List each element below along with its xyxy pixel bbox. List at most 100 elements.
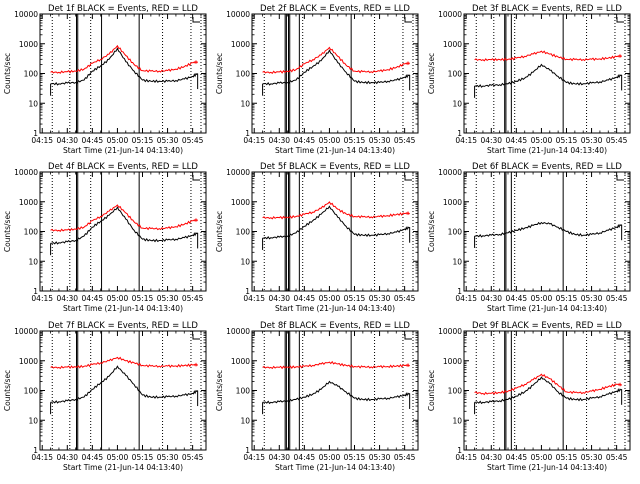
plot-panel-3: Det 3f BLACK = Events, RED = LLD 1 10 100 10… <box>427 4 631 155</box>
y-axis-label: Counts/sec <box>215 211 224 252</box>
y-axis-label: Counts/sec <box>3 370 12 411</box>
x-tick-label: 05:15 <box>344 453 366 462</box>
events-series-line <box>262 205 410 240</box>
x-tick-label: 05:15 <box>556 294 578 303</box>
y-tick-label: 10 <box>28 416 38 425</box>
y-tick-label: 1000 <box>19 40 38 49</box>
y-axis-label: Counts/sec <box>3 53 12 94</box>
x-tick-label: 05:30 <box>581 453 603 462</box>
x-axis-label: Start Time (21-Jun-14 04:13:40) <box>63 146 183 155</box>
x-tick-label: 04:45 <box>82 136 104 145</box>
x-tick-label: 05:30 <box>157 453 179 462</box>
x-tick-label: 05:00 <box>319 453 341 462</box>
x-tick-label: 05:00 <box>107 294 129 303</box>
x-tick-label: 04:45 <box>294 136 316 145</box>
y-tick-label: 10000 <box>14 10 38 19</box>
x-tick-label: 05:30 <box>157 294 179 303</box>
events-series-line <box>474 63 622 88</box>
lld-series-line <box>474 373 623 396</box>
legend-corner-mark <box>616 175 624 181</box>
x-tick-label: 04:45 <box>294 453 316 462</box>
legend-corner-mark <box>192 334 200 340</box>
x-tick-label: 04:30 <box>56 136 78 145</box>
x-tick-label: 04:30 <box>480 136 502 145</box>
x-tick-label: 04:15 <box>455 136 477 145</box>
y-tick-label: 10 <box>240 416 250 425</box>
y-tick-label: 10000 <box>14 168 38 177</box>
plot-frame <box>251 13 419 134</box>
x-tick-label: 04:30 <box>480 453 502 462</box>
y-tick-label: 10000 <box>14 327 38 336</box>
x-tick-label: 05:00 <box>531 294 553 303</box>
y-tick-label: 10 <box>452 416 462 425</box>
y-tick-label: 1000 <box>19 198 38 207</box>
y-tick-label: 10 <box>28 99 38 108</box>
x-tick-label: 04:45 <box>506 453 528 462</box>
x-tick-label: 05:30 <box>157 136 179 145</box>
plot-panel-8: Det 8f BLACK = Events, RED = LLD 1 10 100 10… <box>215 321 419 472</box>
y-axis-label: Counts/sec <box>427 53 436 94</box>
x-tick-label: 05:15 <box>344 136 366 145</box>
y-tick-label: 100 <box>448 70 463 79</box>
plot-panel-7: Det 7f BLACK = Events, RED = LLD 1 10 100 10… <box>3 321 207 472</box>
x-tick-label: 05:30 <box>369 136 391 145</box>
y-tick-label: 100 <box>24 70 39 79</box>
x-tick-label: 05:45 <box>182 294 204 303</box>
x-tick-label: 04:45 <box>294 294 316 303</box>
y-tick-label: 10000 <box>438 327 462 336</box>
x-tick-label: 04:15 <box>31 294 53 303</box>
plot-panel-4: Det 4f BLACK = Events, RED = LLD 1 10 100 10… <box>3 162 207 313</box>
x-tick-label: 04:30 <box>268 453 290 462</box>
y-axis-label: Counts/sec <box>3 211 12 252</box>
x-tick-label: 05:15 <box>556 136 578 145</box>
lld-series-line <box>262 201 411 220</box>
x-tick-label: 05:00 <box>319 136 341 145</box>
y-tick-label: 10 <box>28 257 38 266</box>
y-tick-label: 100 <box>236 387 251 396</box>
x-tick-label: 04:45 <box>82 294 104 303</box>
y-tick-label: 1000 <box>231 40 250 49</box>
plot-frame <box>39 330 207 451</box>
events-series-line <box>50 206 198 245</box>
y-tick-label: 100 <box>236 70 251 79</box>
events-series-line <box>474 221 622 238</box>
x-tick-label: 04:30 <box>56 453 78 462</box>
x-tick-label: 05:15 <box>132 294 154 303</box>
plot-panel-9: Det 9f BLACK = Events, RED = LLD 1 10 100 10… <box>427 321 631 472</box>
plot-panel-6: Det 6f BLACK = Events, RED = LLD 1 10 100 10… <box>427 162 631 313</box>
x-axis-label: Start Time (21-Jun-14 04:13:40) <box>275 463 395 472</box>
x-tick-label: 04:15 <box>455 453 477 462</box>
legend-corner-mark <box>192 17 200 23</box>
legend-corner-mark <box>404 175 412 181</box>
y-tick-label: 1 <box>457 129 462 138</box>
plot-frame <box>251 171 419 292</box>
plot-panel-2: Det 2f BLACK = Events, RED = LLD 1 10 100 10… <box>215 4 419 155</box>
panel-title: Det 9f BLACK = Events, RED = LLD <box>472 321 622 331</box>
legend-corner-mark <box>404 334 412 340</box>
x-axis-label: Start Time (21-Jun-14 04:13:40) <box>275 146 395 155</box>
x-axis-label: Start Time (21-Jun-14 04:13:40) <box>487 146 607 155</box>
lld-series-line <box>474 50 623 62</box>
x-tick-label: 04:45 <box>506 136 528 145</box>
x-tick-label: 05:15 <box>556 453 578 462</box>
x-tick-label: 05:15 <box>344 294 366 303</box>
x-tick-label: 05:30 <box>369 294 391 303</box>
lld-series-line <box>50 44 199 74</box>
y-tick-label: 10000 <box>438 168 462 177</box>
y-tick-label: 10 <box>452 99 462 108</box>
x-tick-label: 04:30 <box>56 294 78 303</box>
plot-panel-5: Det 5f BLACK = Events, RED = LLD 1 10 100 10… <box>215 162 419 313</box>
panel-title: Det 5f BLACK = Events, RED = LLD <box>260 162 410 172</box>
plot-panel-1: Det 1f BLACK = Events, RED = LLD 1 10 100 10… <box>3 4 207 155</box>
x-tick-label: 04:30 <box>268 294 290 303</box>
lld-series-line <box>262 360 411 370</box>
x-tick-label: 04:15 <box>455 294 477 303</box>
y-tick-label: 1 <box>457 446 462 455</box>
plot-frame <box>39 171 207 292</box>
x-tick-label: 05:00 <box>319 294 341 303</box>
x-tick-label: 05:30 <box>581 294 603 303</box>
y-tick-label: 1 <box>33 446 38 455</box>
x-tick-label: 04:30 <box>480 294 502 303</box>
